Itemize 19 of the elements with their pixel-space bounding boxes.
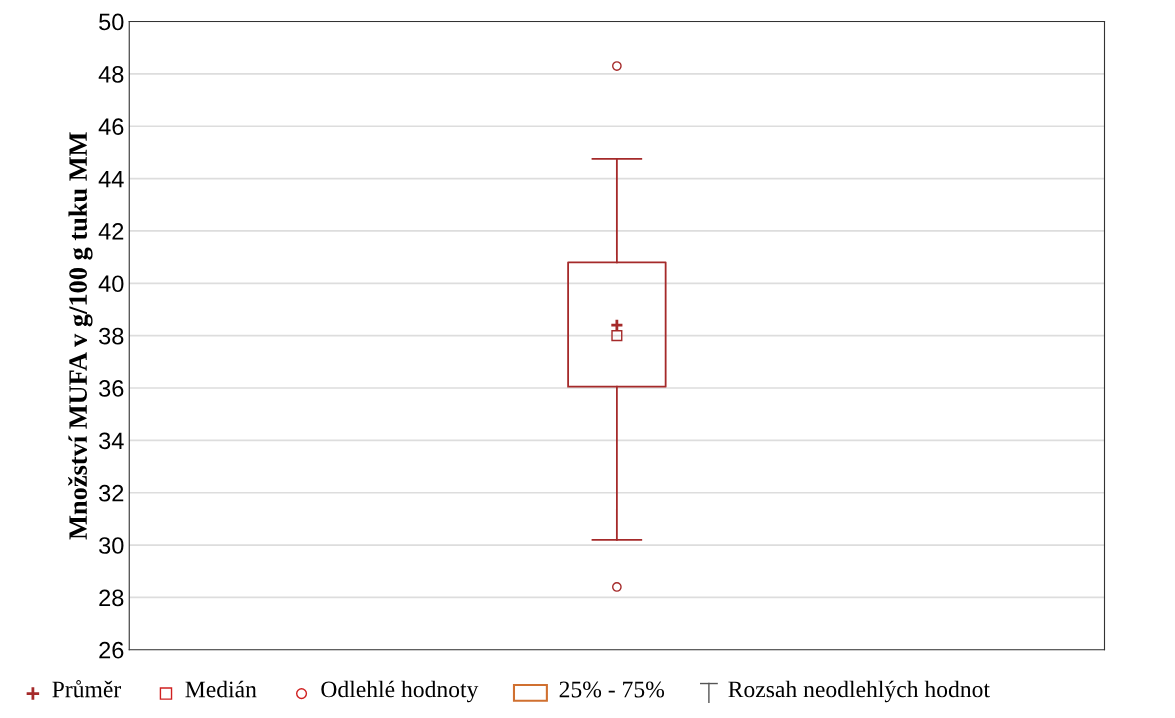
text: 25% - 75% [559, 681, 665, 698]
y-tick-label: 30 [99, 537, 124, 554]
y-tick-label: 32 [99, 484, 124, 502]
y-tick-label: 44 [98, 170, 124, 188]
y-tick-label: 34 [99, 432, 124, 450]
y-tick-label: 28 [99, 589, 124, 607]
y-axis-title: Množství MUFA v g/100 g tuku MM [68, 132, 93, 540]
y-tick-label: 50 [99, 13, 124, 31]
text: Medián [185, 680, 257, 698]
y-tick-label: 46 [98, 118, 124, 136]
y-tick-label: 48 [98, 65, 124, 83]
y-tick-label: 42 [98, 223, 124, 240]
y-tick-label: 38 [99, 327, 124, 345]
y-tick-label: 26 [99, 641, 124, 659]
y-tick-label: 40 [98, 275, 124, 293]
text: Průměr [52, 680, 121, 698]
text: Rozsah neodlehlých hodnot [728, 680, 990, 703]
text: Odlehlé hodnoty [321, 680, 479, 703]
y-tick-label: 36 [99, 380, 124, 397]
